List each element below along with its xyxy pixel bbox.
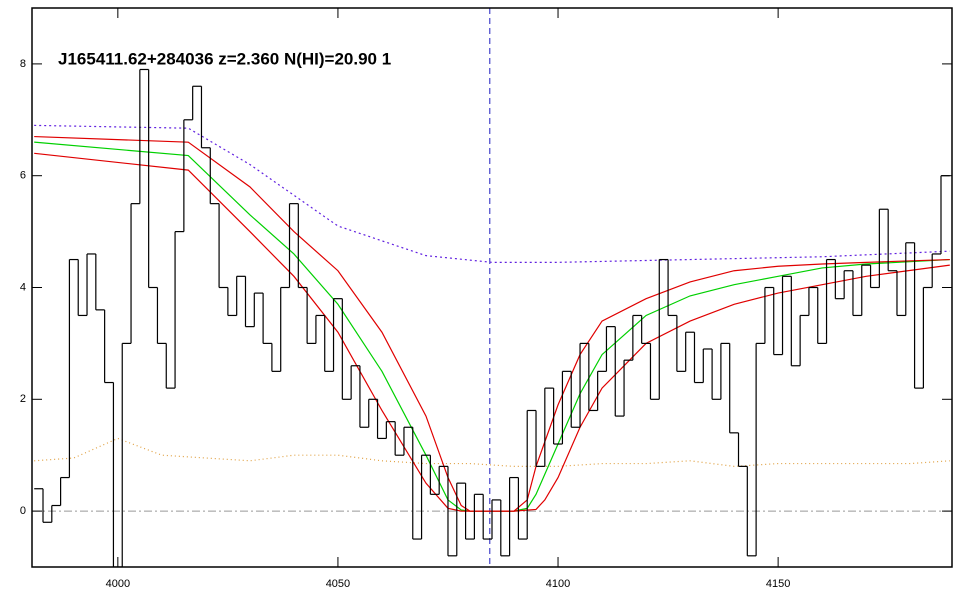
chart-title: J165411.62+284036 z=2.360 N(HI)=20.90 1	[58, 49, 391, 68]
x-tick-label: 4000	[106, 578, 130, 590]
x-tick-label: 4050	[326, 578, 350, 590]
x-tick-label: 4150	[766, 578, 790, 590]
y-tick-label: 6	[20, 170, 26, 182]
y-tick-label: 0	[20, 505, 26, 517]
model-line	[34, 152, 950, 512]
plot-area	[32, 8, 952, 567]
y-tick-label: 2	[20, 393, 26, 405]
y-tick-label: 8	[20, 58, 26, 70]
model-line	[34, 124, 950, 263]
y-tick-label: 4	[20, 281, 26, 293]
x-tick-label: 4100	[546, 578, 570, 590]
